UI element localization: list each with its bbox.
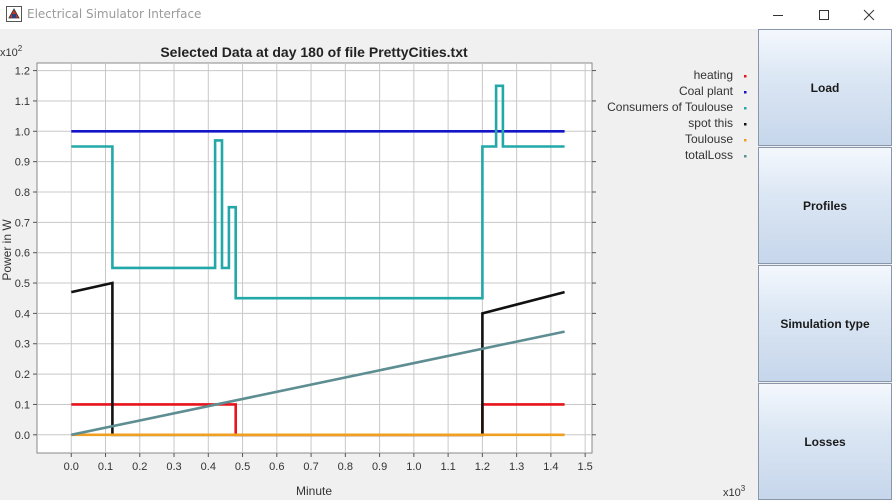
y-tick-label: 0.9 xyxy=(15,157,30,169)
x-tick-label: 1.4 xyxy=(543,461,558,473)
series-lines xyxy=(71,84,565,437)
legend-label: Toulouse xyxy=(685,132,733,146)
y-tick-label: 1.1 xyxy=(15,96,30,108)
y-tick-label: 0.3 xyxy=(15,339,30,351)
y-tick-label: 0.6 xyxy=(15,248,30,260)
x-tick-label: 0.0 xyxy=(64,461,79,473)
x-tick-label: 1.3 xyxy=(509,461,524,473)
x-tick-label: 0.2 xyxy=(132,461,147,473)
y-tick-label: 0.0 xyxy=(15,430,30,442)
x-tick-label: 1.2 xyxy=(475,461,490,473)
window-titlebar: Electrical Simulator Interface xyxy=(0,0,892,29)
y-tick-label: 0.4 xyxy=(15,308,30,320)
legend-swatch xyxy=(744,107,747,110)
maximize-button[interactable] xyxy=(801,0,847,29)
x-tick-label: 0.3 xyxy=(166,461,181,473)
legend-swatch xyxy=(744,155,747,158)
chart-title: Selected Data at day 180 of file PrettyC… xyxy=(160,44,468,60)
load-button[interactable]: Load xyxy=(758,29,892,146)
x-tick-label: 1.5 xyxy=(577,461,592,473)
maximize-icon xyxy=(819,9,829,20)
minimize-button[interactable] xyxy=(755,0,801,29)
close-button[interactable] xyxy=(846,0,892,29)
y-tick-label: 0.1 xyxy=(15,399,30,411)
series-line-consumers-of-toulouse xyxy=(71,84,565,300)
legend-swatch xyxy=(744,139,747,142)
x-tick-label: 0.6 xyxy=(269,461,284,473)
legend-label: Coal plant xyxy=(679,84,734,98)
y-tick-label: 1.2 xyxy=(15,66,30,78)
y-multiplier-label: x102 xyxy=(0,44,23,59)
legend-label: spot this xyxy=(688,116,733,130)
x-multiplier-label: x103 xyxy=(723,484,746,499)
minimize-icon xyxy=(773,14,783,16)
window-title: Electrical Simulator Interface xyxy=(27,7,202,21)
y-tick-label: 0.8 xyxy=(15,187,30,199)
profiles-button[interactable]: Profiles xyxy=(758,147,892,264)
line-chart: Selected Data at day 180 of file PrettyC… xyxy=(0,44,747,499)
x-tick-label: 1.1 xyxy=(440,461,455,473)
y-axis-label: Power in W xyxy=(0,219,14,281)
legend-label: heating xyxy=(694,68,733,82)
simulation-type-button[interactable]: Simulation type xyxy=(758,265,892,382)
app-icon xyxy=(6,6,22,22)
legend-label: Consumers of Toulouse xyxy=(607,100,733,114)
x-axis-label: Minute xyxy=(296,484,332,498)
y-tick-label: 0.7 xyxy=(15,217,30,229)
side-panel: Load Profiles Simulation type Losses xyxy=(758,29,892,500)
legend-label: totalLoss xyxy=(685,148,733,162)
legend-swatch xyxy=(744,123,747,126)
y-tick-label: 0.5 xyxy=(15,278,30,290)
x-tick-label: 0.5 xyxy=(235,461,250,473)
x-tick-label: 0.9 xyxy=(372,461,387,473)
x-tick-label: 0.4 xyxy=(201,461,216,473)
y-tick-label: 1.0 xyxy=(15,126,30,138)
losses-button[interactable]: Losses xyxy=(758,383,892,500)
legend-swatch xyxy=(744,91,747,94)
y-tick-label: 0.2 xyxy=(15,369,30,381)
x-tick-label: 0.7 xyxy=(303,461,318,473)
legend-swatch xyxy=(744,75,747,78)
plot-area xyxy=(36,62,593,454)
x-tick-label: 0.8 xyxy=(338,461,353,473)
close-icon xyxy=(863,9,875,20)
x-tick-label: 0.1 xyxy=(98,461,113,473)
tick-labels: 0.0 0.1 0.2 0.3 0.4 0.5 0.6 0.7 0.8 0.9 1.0 1.1 1.2 1… xyxy=(15,66,593,473)
x-tick-label: 1.0 xyxy=(406,461,421,473)
series-line-totalloss xyxy=(71,330,565,437)
legend: heating Coal plant Consumers of Toulouse sp… xyxy=(607,68,747,162)
